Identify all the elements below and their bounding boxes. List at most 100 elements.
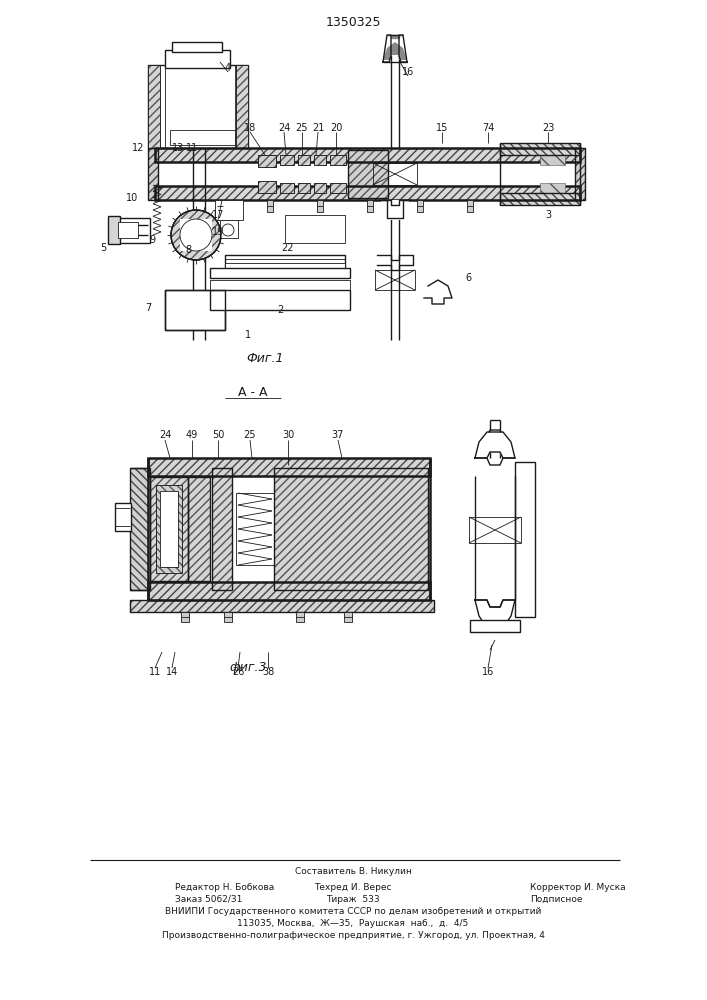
Bar [215, 200, 243, 220]
Text: А - А: А - А [238, 386, 268, 399]
Text: 38: 38 [262, 667, 274, 677]
Bar [148, 65, 160, 148]
Bar [470, 620, 520, 632]
Bar [314, 183, 326, 193]
Text: 74: 74 [481, 123, 494, 133]
Bar [280, 183, 294, 193]
Text: Производственно-полиграфическое предприятие, г. Ужгород, ул. Проектная, 4: Производственно-полиграфическое предприя… [162, 932, 544, 940]
Bar [156, 485, 182, 573]
Bar [258, 181, 276, 193]
Bar [280, 155, 294, 165]
Bar [575, 148, 585, 200]
Text: 16: 16 [482, 667, 494, 677]
Text: 11: 11 [186, 143, 198, 153]
Bar [115, 218, 150, 243]
Bar [236, 65, 248, 148]
Bar [314, 183, 326, 193]
Text: Фиг.1: Фиг.1 [246, 352, 284, 364]
Text: 7: 7 [145, 303, 151, 313]
Bar [267, 200, 273, 212]
Bar [210, 290, 350, 310]
Bar [188, 477, 210, 581]
Bar [180, 219, 212, 251]
Text: 49: 49 [186, 430, 198, 440]
Bar [314, 155, 326, 165]
Bar [156, 162, 579, 186]
Bar [225, 263, 345, 271]
Bar [274, 468, 428, 590]
Bar [500, 143, 580, 155]
Polygon shape [383, 42, 407, 60]
Text: 10: 10 [126, 193, 138, 203]
Text: 16: 16 [402, 67, 414, 77]
Bar [165, 50, 230, 68]
Bar [148, 582, 430, 600]
Text: 20: 20 [329, 123, 342, 133]
Bar [130, 468, 150, 590]
Text: 14: 14 [166, 667, 178, 677]
Bar [212, 468, 232, 590]
Text: 24: 24 [159, 430, 171, 440]
Bar [220, 220, 238, 238]
Text: Редактор Н. Бобкова: Редактор Н. Бобкова [175, 884, 274, 892]
Text: 17: 17 [212, 210, 224, 220]
Bar [330, 155, 346, 165]
Text: Подписное: Подписное [530, 894, 583, 904]
Text: 12: 12 [132, 143, 144, 153]
Text: 9: 9 [149, 235, 155, 245]
Bar [165, 290, 225, 330]
Bar [381, 200, 409, 220]
Bar [130, 600, 434, 612]
Polygon shape [475, 432, 515, 458]
Bar [130, 600, 434, 612]
Text: 30: 30 [282, 430, 294, 440]
Bar [115, 503, 131, 531]
Text: 2: 2 [277, 305, 283, 315]
Text: 18: 18 [244, 123, 256, 133]
Bar [150, 477, 188, 581]
Bar [212, 468, 232, 590]
Text: 25: 25 [296, 123, 308, 133]
Bar [149, 476, 429, 582]
Text: 1350325: 1350325 [325, 15, 381, 28]
Bar [160, 491, 178, 567]
Bar [210, 268, 350, 278]
Bar [330, 183, 346, 193]
Bar [344, 612, 352, 622]
Bar [160, 491, 178, 567]
Bar [148, 65, 248, 148]
Bar [367, 200, 373, 212]
Bar [170, 130, 235, 145]
Text: 26: 26 [232, 667, 244, 677]
Bar [148, 582, 430, 600]
Bar [274, 468, 428, 590]
Text: 37: 37 [332, 430, 344, 440]
Bar [118, 222, 138, 238]
Bar [298, 183, 310, 193]
Bar [500, 143, 580, 155]
Bar [225, 255, 345, 267]
Text: 5: 5 [100, 243, 106, 253]
Bar [108, 216, 120, 244]
Bar [156, 485, 182, 573]
Text: 23: 23 [542, 123, 554, 133]
Bar [280, 183, 294, 193]
Bar [540, 183, 565, 193]
Text: 25: 25 [244, 430, 256, 440]
Text: Составитель В. Никулин: Составитель В. Никулин [295, 867, 411, 876]
Bar [500, 193, 580, 205]
Text: ВНИИПИ Государственного комитета СССР по делам изобретений и открытий: ВНИИПИ Государственного комитета СССР по… [165, 908, 541, 916]
Text: 8: 8 [185, 245, 191, 255]
Bar [285, 215, 345, 243]
Text: 6: 6 [465, 273, 471, 283]
Bar [150, 477, 188, 581]
Text: 19: 19 [212, 227, 224, 237]
Bar [188, 477, 210, 581]
Polygon shape [387, 35, 403, 38]
Circle shape [171, 210, 221, 260]
Text: 24: 24 [278, 123, 290, 133]
Text: фиг.3: фиг.3 [229, 662, 267, 674]
Bar [475, 600, 515, 630]
Polygon shape [385, 35, 405, 55]
Bar [148, 148, 158, 200]
